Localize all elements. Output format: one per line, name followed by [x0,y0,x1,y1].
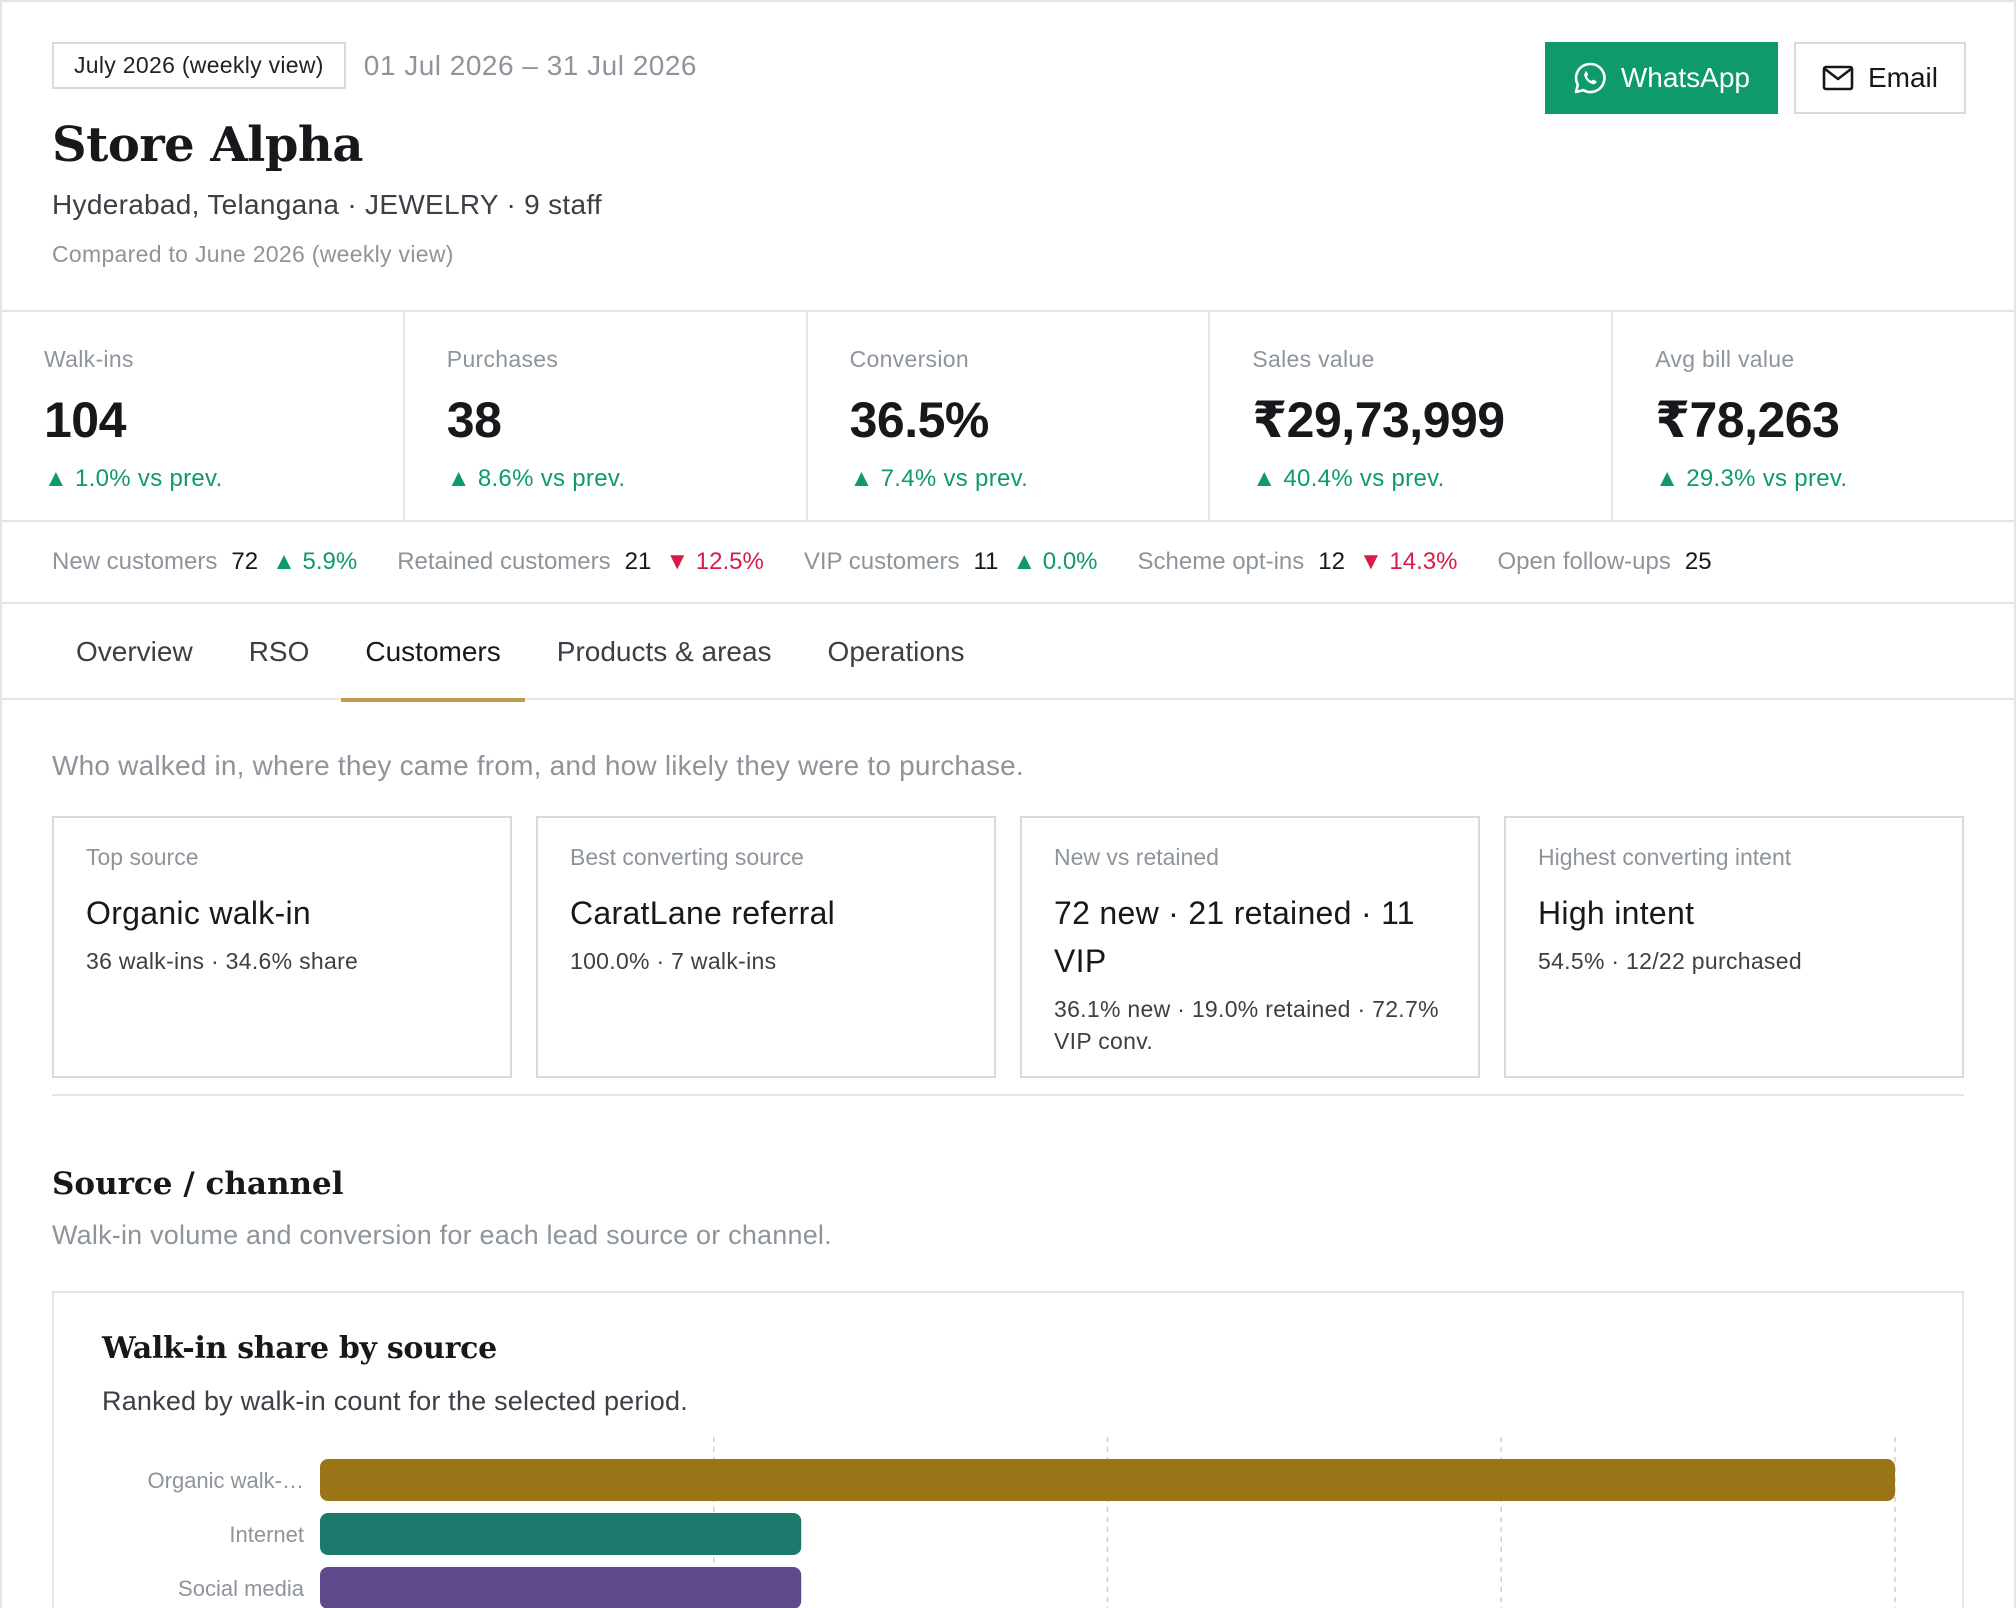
stat-vip-customers: VIP customers 11 ▲ 0.0% [804,548,1098,576]
kpi-delta: ▲ 40.4% vs prev. [1252,465,1445,492]
kpi-delta: ▲ 7.4% vs prev. [849,465,1029,492]
source-bar[interactable] [320,1513,802,1555]
report-header: July 2026 (weekly view) 01 Jul 2026 – 31… [2,2,2014,312]
section-title: Source / channel [52,1166,344,1202]
category-tick-label: Internet [229,1522,304,1547]
customer-stats-strip: New customers 72 ▲ 5.9% Retained custome… [2,522,2014,604]
insight-card-best-converting: Best converting source CaratLane referra… [536,816,996,1078]
stat-delta: ▲ 5.9% [272,548,358,575]
kpi-sales-value: Sales value ₹29,73,999 ▲ 40.4% vs prev. [1210,312,1614,520]
category-tick-label: Organic walk-… [148,1468,304,1493]
kpi-avg-bill: Avg bill value ₹78,263 ▲ 29.3% vs prev. [1613,312,2014,520]
stat-scheme-optins: Scheme opt-ins 12 ▼ 14.3% [1138,548,1458,576]
period-selector[interactable]: July 2026 (weekly view) [52,42,346,89]
store-meta: Hyderabad, Telangana · JEWELRY · 9 staff [52,189,603,220]
section-divider [52,1094,1964,1096]
source-bar[interactable] [320,1459,1895,1501]
walkin-share-chart-panel: Walk-in share by source Ranked by walk-i… [52,1291,1964,1608]
period-row: July 2026 (weekly view) 01 Jul 2026 – 31… [52,42,1964,89]
kpi-label: Sales value [1252,346,1375,372]
store-name: Store Alpha [52,117,363,173]
stat-label: Retained customers [397,548,611,575]
card-title: CaratLane referral [570,895,836,931]
insight-card-top-source: Top source Organic walk-in 36 walk-ins ·… [52,816,512,1078]
mail-icon [1822,65,1854,91]
tab-overview[interactable]: Overview [76,636,193,667]
stat-value: 11 [973,548,999,575]
kpi-value: ₹78,263 [1655,392,1840,448]
kpi-delta: ▲ 1.0% vs prev. [44,465,223,492]
stat-delta: ▼ 12.5% [665,548,764,575]
category-tick-label: Social media [178,1576,305,1601]
kpi-purchases: Purchases 38 ▲ 8.6% vs prev. [405,312,808,520]
stat-label: Scheme opt-ins [1137,548,1305,575]
stat-delta: ▲ 0.0% [1012,548,1098,575]
kpi-label: Avg bill value [1655,346,1795,372]
card-label: Highest converting intent [1538,844,1792,870]
tab-products-areas[interactable]: Products & areas [556,636,772,667]
compare-note: Compared to June 2026 (weekly view) [52,241,454,267]
walkin-share-bar-chart: Organic walk-… Internet Social media [148,1437,1896,1608]
stat-retained-customers: Retained customers 21 ▼ 12.5% [397,548,764,576]
report-tabs: Overview RSO Customers Products & areas … [2,604,2014,702]
source-bar[interactable] [320,1567,802,1608]
kpi-value: 36.5% [849,392,990,448]
email-label: Email [1867,62,1938,93]
stat-label: Open follow-ups [1497,548,1671,575]
kpi-value: ₹29,73,999 [1252,392,1505,448]
stat-value: 25 [1684,548,1712,575]
kpi-delta: ▲ 29.3% vs prev. [1655,465,1848,492]
card-sub: 36.1% new · 19.0% retained · 72.7% VIP c… [1054,996,1439,1054]
card-title: High intent [1538,895,1695,931]
tab-operations[interactable]: Operations [827,636,965,667]
email-button[interactable]: Email [1793,42,1966,114]
stat-value: 21 [624,548,652,575]
card-label: Top source [86,844,199,870]
card-sub: 100.0% · 7 walk-ins [570,948,777,974]
tab-customers[interactable]: Customers [341,604,526,702]
stat-delta: ▼ 14.3% [1358,548,1458,575]
whatsapp-label: WhatsApp [1620,62,1750,93]
stat-label: New customers [52,548,218,575]
tab-rso[interactable]: RSO [248,636,310,667]
chart-title: Walk-in share by source [102,1331,497,1366]
stat-value: 72 [231,548,259,575]
kpi-label: Purchases [446,346,559,372]
kpi-delta: ▲ 8.6% vs prev. [446,465,626,492]
kpi-walkins: Walk-ins 104 ▲ 1.0% vs prev. [2,312,405,520]
insight-card-highest-intent: Highest converting intent High intent 54… [1504,816,1964,1078]
kpi-row: Walk-ins 104 ▲ 1.0% vs prev. Purchases 3… [2,312,2014,522]
stat-new-customers: New customers 72 ▲ 5.9% [52,548,357,576]
tab-intro: Who walked in, where they came from, and… [52,750,1024,781]
insight-cards: Top source Organic walk-in 36 walk-ins ·… [52,816,1964,1078]
chart-subtitle: Ranked by walk-in count for the selected… [102,1386,688,1416]
card-sub: 54.5% · 12/22 purchased [1538,948,1802,974]
card-title: Organic walk-in [86,895,312,931]
customers-tab-content: Who walked in, where they came from, and… [2,700,2014,1608]
card-sub: 36 walk-ins · 34.6% share [86,948,359,974]
whatsapp-icon [1573,61,1607,95]
section-subtitle: Walk-in volume and conversion for each l… [52,1220,832,1250]
stat-label: VIP customers [803,548,960,575]
kpi-label: Walk-ins [44,346,134,372]
stat-value: 12 [1318,548,1345,575]
kpi-conversion: Conversion 36.5% ▲ 7.4% vs prev. [808,312,1211,520]
insight-card-new-vs-retained: New vs retained 72 new · 21 retained · 1… [1020,816,1480,1078]
share-actions: WhatsApp Email [1544,42,1966,114]
whatsapp-button[interactable]: WhatsApp [1544,42,1778,114]
kpi-value: 104 [44,392,126,448]
card-label: Best converting source [570,844,804,870]
kpi-value: 38 [446,392,502,448]
stat-open-followups: Open follow-ups 25 [1497,548,1711,576]
date-range: 01 Jul 2026 – 31 Jul 2026 [363,49,697,81]
kpi-label: Conversion [849,346,969,372]
card-label: New vs retained [1054,844,1219,870]
card-title: 72 new · 21 retained · 11 VIP [1054,895,1415,979]
